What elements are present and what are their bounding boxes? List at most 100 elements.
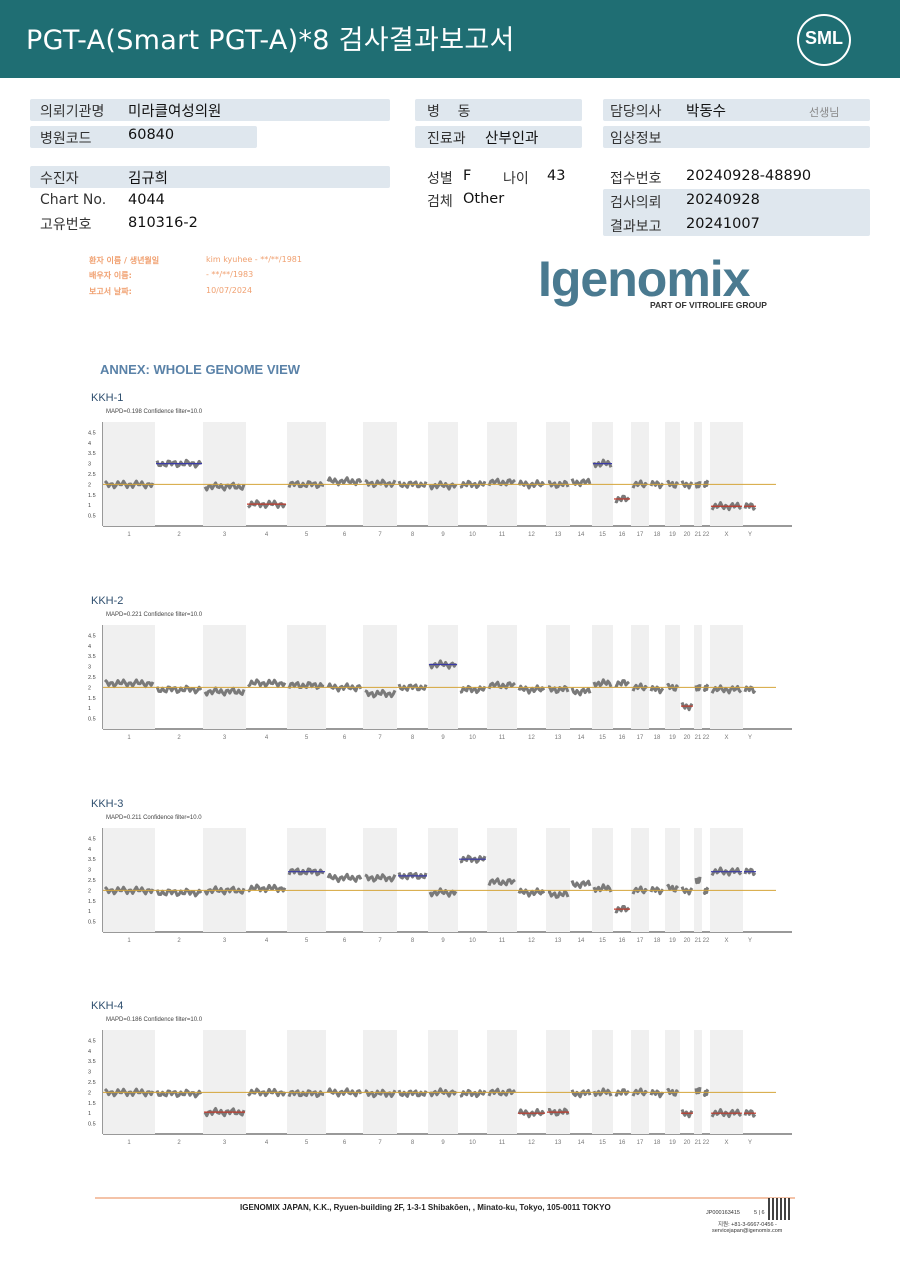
x-tick-label: 5 xyxy=(305,532,309,538)
chromosome-band xyxy=(428,828,458,932)
x-tick-label: 1 xyxy=(127,735,131,741)
copy-number-trace xyxy=(743,1109,757,1118)
copy-number-trace xyxy=(459,479,487,489)
request-label: 검사의뢰 xyxy=(610,195,662,211)
report-value: 20241007 xyxy=(686,216,760,232)
x-tick-label: X xyxy=(724,532,728,538)
x-tick-label: 14 xyxy=(578,532,585,538)
chromosome-band xyxy=(487,422,517,526)
footer-doc-id: JP000163415 xyxy=(706,1210,740,1216)
y-tick-label: 0.5 xyxy=(88,514,96,520)
footer-phone: 지원: +81-3-6667-0456 - xyxy=(718,1222,777,1228)
chart-value: 4044 xyxy=(128,192,165,208)
y-tick-label: 1 xyxy=(88,503,91,509)
x-tick-label: 8 xyxy=(411,938,415,944)
chromosome-band xyxy=(631,422,649,526)
chromosome-band xyxy=(428,422,458,526)
copy-number-trace xyxy=(631,682,649,692)
x-tick-label: 20 xyxy=(684,735,691,741)
report-title: PGT-A(Smart PGT-A)*8 검사결과보고서 xyxy=(26,25,515,56)
copy-number-trace xyxy=(364,873,397,883)
patient-value: 김규희 xyxy=(128,171,169,187)
copy-number-trace xyxy=(487,877,516,887)
institution-bar xyxy=(30,99,390,121)
x-tick-label: 6 xyxy=(343,735,347,741)
copy-number-trace xyxy=(592,678,613,688)
ward-bar xyxy=(415,99,582,121)
x-tick-label: 8 xyxy=(411,1140,415,1146)
chromosome-band xyxy=(710,422,743,526)
doctor-bar xyxy=(603,99,870,121)
x-tick-label: 2 xyxy=(177,1140,181,1146)
igenomix-logo: Igenomix xyxy=(538,251,750,307)
chromosome-band xyxy=(546,1030,570,1134)
x-tick-label: 17 xyxy=(637,735,644,741)
sex-value: F xyxy=(463,168,472,184)
y-tick-label: 4.5 xyxy=(88,1038,96,1044)
y-tick-label: 2 xyxy=(88,685,91,691)
chromosome-band xyxy=(428,625,458,729)
x-tick-label: 22 xyxy=(703,938,710,944)
copy-number-trace xyxy=(631,1087,649,1097)
x-tick-label: 12 xyxy=(528,735,535,741)
copy-number-trace xyxy=(694,683,702,692)
chromosome-band xyxy=(203,422,246,526)
patient-name-value: kim kyuhee - **/**/1981 xyxy=(206,255,302,264)
y-tick-label: 2 xyxy=(88,1090,91,1096)
genome-plot-2: 4.543.532.521.510.51 2 3 4 5 6 7 8 9 10 11 12 13 14 15… xyxy=(88,625,792,741)
x-tick-label: 17 xyxy=(637,938,644,944)
copy-number-trace xyxy=(155,887,203,898)
x-tick-label: 12 xyxy=(528,532,535,538)
hospital-code-bar xyxy=(30,126,257,148)
y-tick-label: 2.5 xyxy=(88,472,96,478)
chromosome-band xyxy=(287,828,326,932)
footer-email: servicejapan@igenomix.com xyxy=(712,1228,783,1234)
copy-number-trace xyxy=(547,1107,570,1117)
x-tick-label: 3 xyxy=(223,735,227,741)
x-tick-label: X xyxy=(724,735,728,741)
copy-number-trace xyxy=(570,687,592,697)
chromosome-band xyxy=(203,625,246,729)
x-tick-label: 19 xyxy=(669,938,676,944)
copy-number-trace xyxy=(487,680,516,690)
y-tick-label: 1.5 xyxy=(88,1101,96,1107)
copy-number-trace xyxy=(247,1087,287,1098)
institution-label: 의뢰기관명 xyxy=(40,104,105,120)
x-tick-label: 6 xyxy=(343,532,347,538)
x-tick-label: 8 xyxy=(411,532,415,538)
plot-title-4: KKH-4 xyxy=(91,1000,124,1012)
copy-number-trace xyxy=(631,479,649,489)
doctor-suffix: 선생님 xyxy=(809,106,840,119)
y-tick-label: 4 xyxy=(88,644,91,650)
x-tick-label: 13 xyxy=(555,938,562,944)
x-tick-label: 11 xyxy=(499,532,506,538)
chromosome-band xyxy=(287,1030,326,1134)
x-tick-label: 21 xyxy=(695,735,702,741)
chromosome-band xyxy=(694,422,702,526)
x-tick-label: 14 xyxy=(578,735,585,741)
copy-number-trace xyxy=(155,458,203,469)
y-tick-label: 3.5 xyxy=(88,857,96,863)
copy-number-trace xyxy=(517,684,546,695)
chromosome-band xyxy=(103,625,155,729)
plot-subtitle-1: MAPD=0.198 Confidence filter=10.0 xyxy=(106,409,203,415)
x-tick-label: 22 xyxy=(703,532,710,538)
copy-number-trace xyxy=(155,1088,203,1099)
genome-plot-4: 4.543.532.521.510.51 2 3 4 5 6 7 8 9 10 11 12 13 14 15… xyxy=(88,1030,792,1146)
copy-number-trace xyxy=(203,481,246,492)
x-tick-label: 3 xyxy=(223,1140,227,1146)
copy-number-trace xyxy=(364,478,397,489)
chromosome-band xyxy=(694,625,702,729)
copy-number-trace xyxy=(397,1089,428,1098)
x-tick-label: 21 xyxy=(695,532,702,538)
y-tick-label: 4 xyxy=(88,847,91,853)
copy-number-trace xyxy=(649,886,665,896)
chromosome-band xyxy=(363,625,397,729)
x-tick-label: 4 xyxy=(265,735,269,741)
plot-title-1: KKH-1 xyxy=(91,392,124,404)
chromosome-band xyxy=(287,625,326,729)
chromosome-band xyxy=(487,1030,517,1134)
copy-number-trace xyxy=(548,685,570,694)
copy-number-trace xyxy=(287,1089,325,1098)
copy-number-trace xyxy=(694,876,702,885)
